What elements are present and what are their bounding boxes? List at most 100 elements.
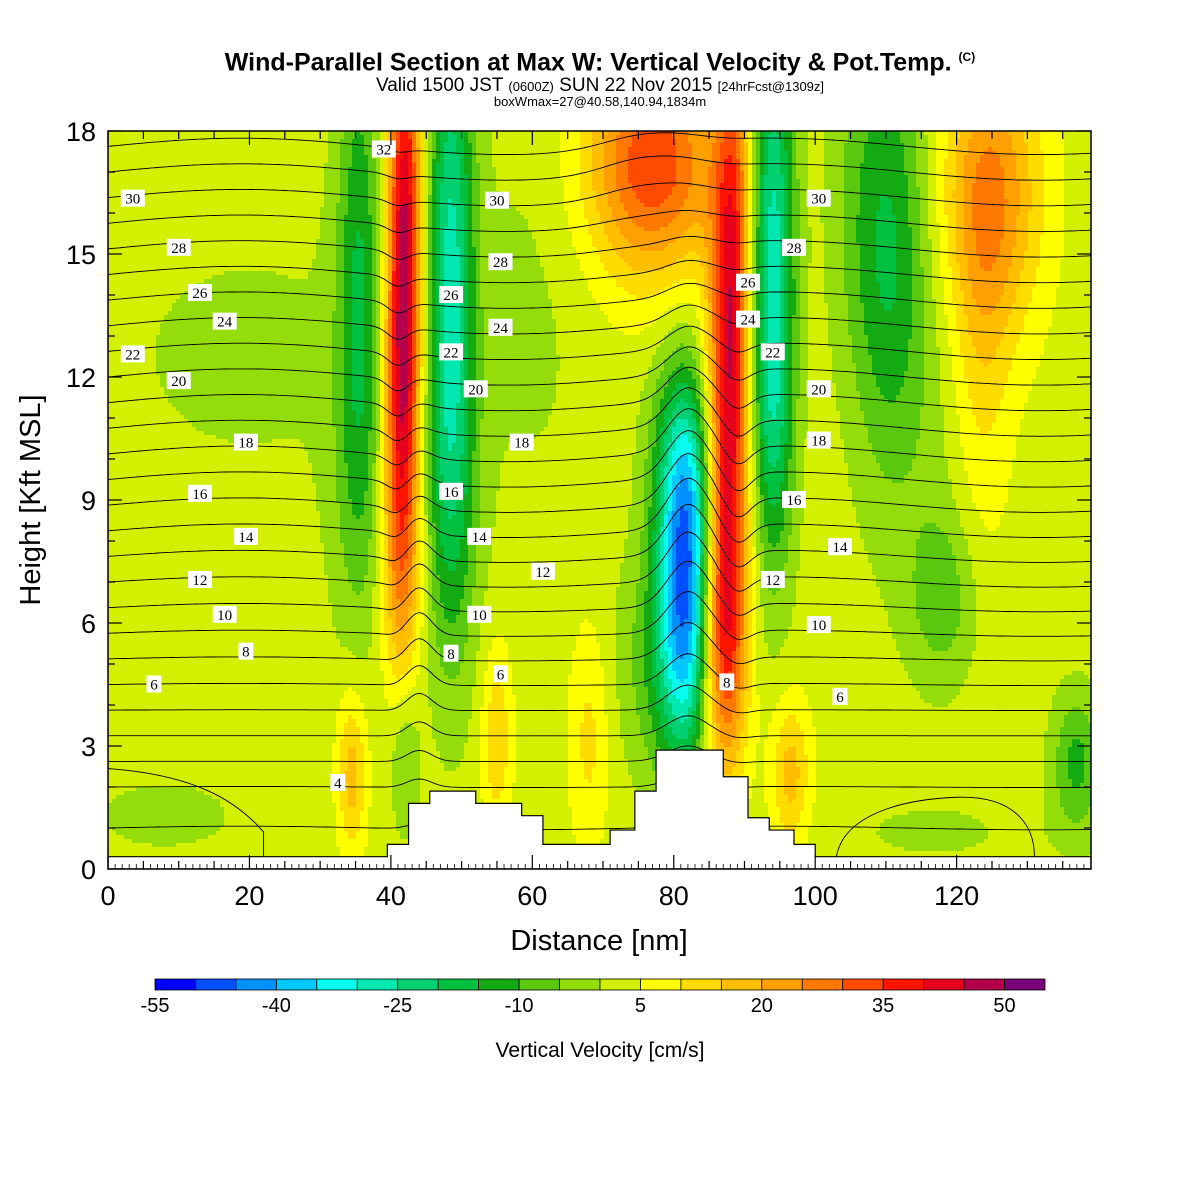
w-cell [652, 159, 657, 164]
w-cell [196, 211, 201, 216]
w-cell [972, 187, 977, 192]
w-cell [468, 199, 473, 204]
w-cell [136, 163, 141, 168]
w-cell [220, 195, 225, 200]
w-cell [732, 203, 737, 208]
w-cell [436, 179, 441, 184]
w-cell [880, 179, 885, 184]
w-cell [940, 179, 945, 184]
w-cell [868, 175, 873, 180]
w-cell [804, 163, 809, 168]
w-cell [928, 183, 933, 188]
w-cell [1084, 135, 1089, 140]
w-cell [728, 203, 733, 208]
w-cell [888, 191, 893, 196]
w-cell [468, 147, 473, 152]
w-cell [832, 171, 837, 176]
w-cell [1076, 155, 1081, 160]
w-cell [340, 207, 345, 212]
w-cell [704, 187, 709, 192]
w-cell [824, 171, 829, 176]
w-cell [972, 171, 977, 176]
w-cell [344, 183, 349, 188]
w-cell [140, 207, 145, 212]
w-cell [180, 203, 185, 208]
w-cell [404, 175, 409, 180]
w-cell [664, 163, 669, 168]
w-cell [704, 207, 709, 212]
w-cell [160, 211, 165, 216]
w-cell [732, 135, 737, 140]
w-cell [776, 175, 781, 180]
w-cell [972, 155, 977, 160]
w-cell [828, 167, 833, 172]
w-cell [640, 159, 645, 164]
w-cell [520, 151, 525, 156]
w-cell [748, 159, 753, 164]
w-cell [200, 207, 205, 212]
w-cell [1048, 207, 1053, 212]
w-cell [268, 167, 273, 172]
w-cell [296, 171, 301, 176]
w-cell [416, 171, 421, 176]
w-cell [940, 207, 945, 212]
w-cell [284, 167, 289, 172]
w-cell [880, 183, 885, 188]
w-cell [464, 199, 469, 204]
w-cell [884, 199, 889, 204]
w-cell [372, 167, 377, 172]
w-cell [764, 143, 769, 148]
w-cell [236, 183, 241, 188]
w-cell [164, 195, 169, 200]
w-cell [684, 167, 689, 172]
w-cell [764, 191, 769, 196]
w-cell [336, 151, 341, 156]
w-cell [484, 135, 489, 140]
w-cell [612, 143, 617, 148]
w-cell [1020, 135, 1025, 140]
w-cell [172, 163, 177, 168]
w-cell [704, 139, 709, 144]
w-cell [240, 207, 245, 212]
w-cell [544, 183, 549, 188]
w-cell [1032, 147, 1037, 152]
w-cell [792, 143, 797, 148]
w-cell [936, 183, 941, 188]
w-cell [480, 195, 485, 200]
w-cell [488, 155, 493, 160]
w-cell [680, 175, 685, 180]
w-cell [668, 195, 673, 200]
w-cell [1032, 167, 1037, 172]
w-cell [492, 147, 497, 152]
w-cell [124, 135, 129, 140]
w-cell [460, 203, 465, 208]
w-cell [148, 179, 153, 184]
w-cell [476, 191, 481, 196]
w-cell [460, 139, 465, 144]
w-cell [1012, 159, 1017, 164]
w-cell [476, 167, 481, 172]
w-cell [152, 151, 157, 156]
w-cell [152, 155, 157, 160]
w-cell [672, 195, 677, 200]
w-cell [160, 199, 165, 204]
w-cell [724, 203, 729, 208]
w-cell [392, 135, 397, 140]
w-cell [924, 175, 929, 180]
w-cell [396, 191, 401, 196]
w-cell [244, 143, 249, 148]
w-cell [756, 155, 761, 160]
w-cell [464, 139, 469, 144]
w-cell [836, 143, 841, 148]
w-cell [944, 147, 949, 152]
w-cell [936, 195, 941, 200]
w-cell [712, 191, 717, 196]
w-cell [268, 163, 273, 168]
w-cell [228, 159, 233, 164]
w-cell [804, 171, 809, 176]
w-cell [492, 183, 497, 188]
w-cell [640, 195, 645, 200]
w-cell [1072, 147, 1077, 152]
w-cell [860, 207, 865, 212]
w-cell [656, 147, 661, 152]
